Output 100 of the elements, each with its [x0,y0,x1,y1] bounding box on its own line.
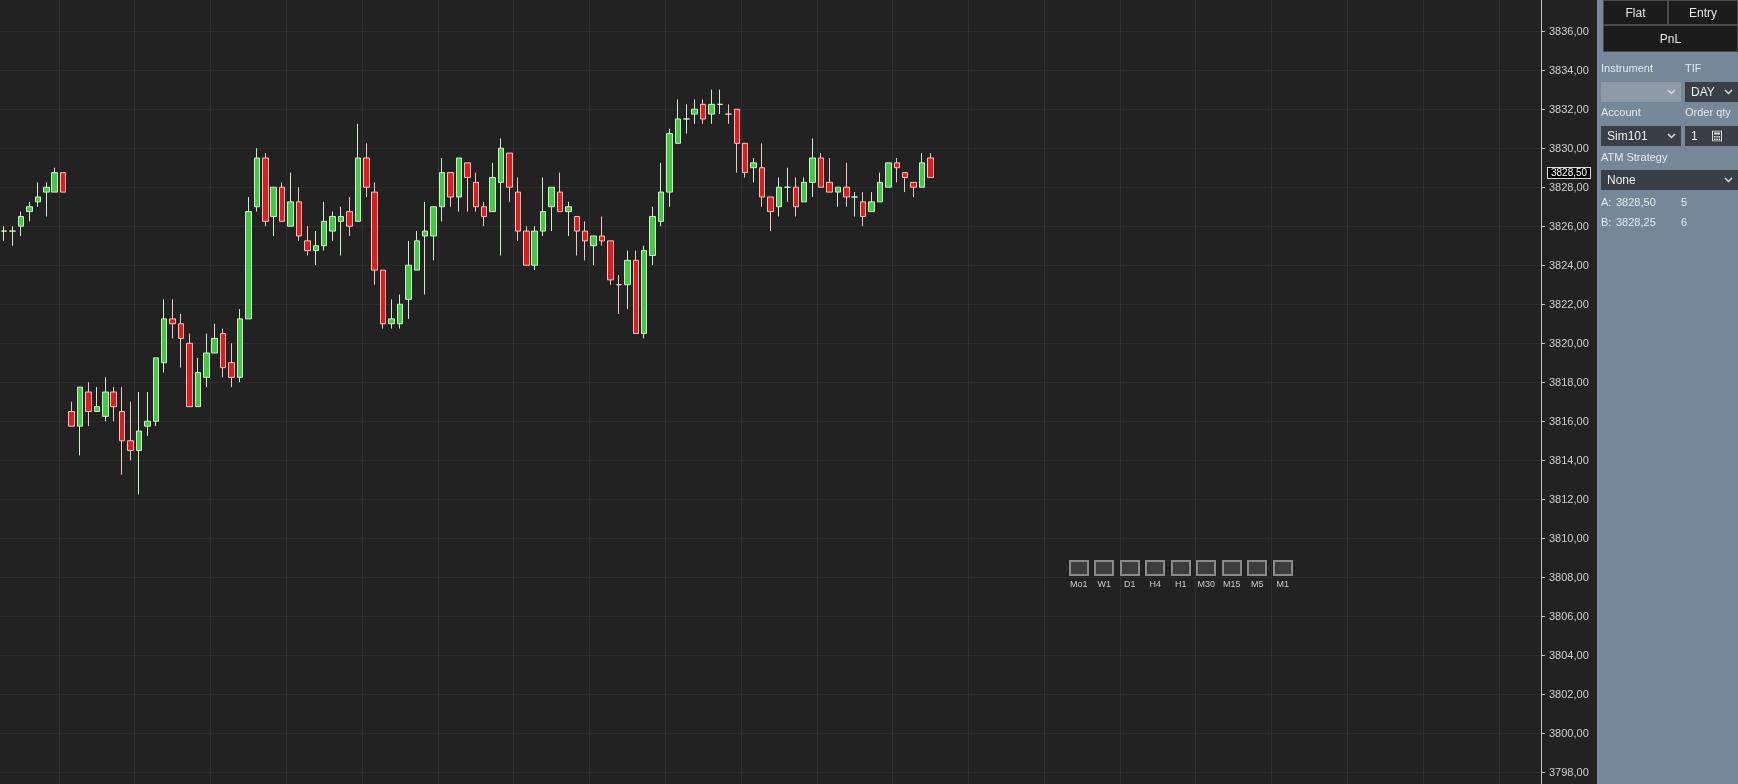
candlestick [102,376,109,422]
candlestick [296,186,302,242]
candlestick [851,191,858,217]
y-tick-label: 3800,00 [1549,727,1589,740]
candlestick [313,230,319,266]
text: 3828,25 [1616,215,1657,230]
text: 3828,50 [1547,167,1592,180]
text: A: [1601,195,1613,210]
y-tick-label: 3822,00 [1549,298,1589,311]
candlestick [338,206,344,256]
candlestick [725,103,732,125]
y-tick-label: 3808,00 [1549,571,1589,584]
candlestick [868,191,875,213]
candlestick [346,196,353,237]
candlestick [919,152,925,188]
candlestick [186,332,193,408]
text: Order qty [1685,105,1732,120]
candlestick [683,103,690,135]
y-tick-label: 3828,00 [1549,181,1589,194]
candlestick [885,162,892,188]
candlestick [675,98,681,144]
text: None [1601,170,1738,190]
candlestick [262,152,269,227]
candlestick [60,172,66,193]
candlestick [750,157,757,183]
y-tick-label: 3834,00 [1549,64,1589,77]
candlestick [776,176,782,217]
candlestick [464,162,471,213]
candlestick [582,220,588,261]
y-tick-label: 3806,00 [1549,610,1589,623]
candlestick [35,181,41,208]
candlestick [742,142,748,178]
candlestick [439,157,445,222]
candlestick [414,230,420,271]
candlestick [540,176,546,237]
annotation: W1 [1097,579,1111,589]
candlestick [110,386,117,422]
candlestick [430,206,437,261]
text: Account [1601,105,1642,120]
candlestick [894,157,900,183]
candlestick [910,181,917,198]
candlestick [557,172,563,213]
annotation: M5 [1250,579,1264,589]
candlestick [767,196,774,232]
candlestick [405,240,412,320]
annotation: Mo1 [1069,579,1088,589]
candlestick [119,386,125,476]
candlestick [270,186,277,237]
candlestick [633,250,639,334]
text: ATM Strategy [1601,150,1669,165]
candlestick [809,137,816,198]
candlestick [279,181,285,222]
candlestick [68,401,75,427]
candlestick [77,386,83,456]
candlestick [691,98,698,125]
candlestick [877,172,883,203]
candlestick [523,225,530,266]
candlestick [835,186,841,208]
candlestick [1,225,7,242]
candlestick [380,269,386,330]
candlestick [447,172,454,208]
candlestick [759,142,765,208]
candlestick [489,162,496,213]
candlestick [801,176,807,203]
candlestick [153,357,159,427]
annotation: M30 [1197,579,1215,589]
candlestick [26,201,33,222]
candlestick [136,391,142,495]
candlestick [902,172,908,193]
candlestick [456,157,462,213]
text: 5 [1681,195,1689,210]
candlestick [195,357,201,408]
candlestick [607,240,614,286]
candlestick [826,157,833,193]
text: Instrument [1601,61,1654,76]
candlestick [624,250,631,310]
candlestick [355,123,361,222]
annotation: M1 [1276,579,1289,589]
candlestick [94,386,100,412]
candlestick [245,196,252,320]
y-tick-label: 3814,00 [1549,454,1589,467]
candlestick [574,215,580,256]
annotation: D1 [1123,579,1136,589]
y-tick-label: 3798,00 [1549,766,1589,779]
candlestick [169,298,176,339]
candlestick [818,152,824,188]
candlestick [144,391,151,437]
text: Sim101 [1601,126,1681,146]
y-tick-label: 3830,00 [1549,142,1589,155]
candlestick [371,181,378,286]
candlestick [498,137,504,256]
candlestick [481,201,487,227]
y-tick-label: 3832,00 [1549,103,1589,116]
y-tick-label: 3816,00 [1549,415,1589,428]
candlestick [734,108,740,174]
text: Entry [1668,0,1738,25]
candlestick [9,225,16,247]
candlestick [708,89,715,125]
candlestick [178,313,184,369]
y-tick-label: 3836,00 [1549,25,1589,38]
